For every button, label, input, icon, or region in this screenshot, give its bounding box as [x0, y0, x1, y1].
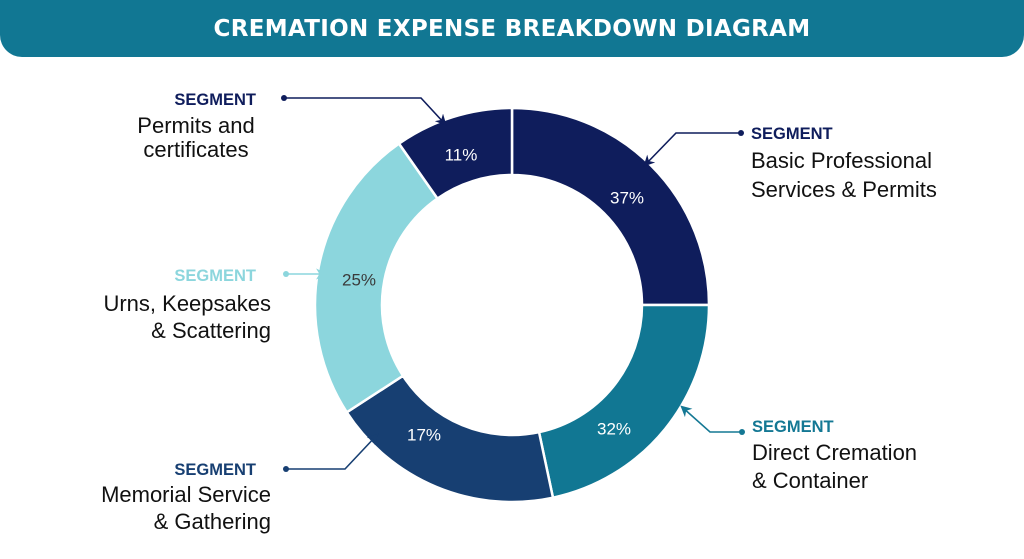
donut-slice	[510, 106, 711, 307]
callout-dot	[281, 95, 287, 101]
segment-name-label: Services & Permits	[751, 177, 937, 202]
segment-name-label: & Container	[752, 468, 868, 493]
slice-percent-label: 11%	[445, 145, 478, 164]
slice-percent-label: 37%	[610, 188, 644, 207]
segment-tag-label: SEGMENT	[752, 418, 834, 436]
slice-percent-label: 17%	[407, 425, 441, 444]
slice-percent-label: 32%	[597, 419, 631, 438]
page-title: CREMATION EXPENSE BREAKDOWN DIAGRAM	[213, 15, 811, 42]
segment-tag-label: SEGMENT	[751, 125, 833, 143]
donut-slice	[345, 374, 555, 504]
segment-name-label: Basic Professional	[751, 148, 932, 173]
segment-tag-label: SEGMENT	[174, 91, 256, 109]
donut-slice	[313, 141, 440, 415]
segment-name-label: Urns, Keepsakes	[103, 291, 271, 316]
donut-slice	[537, 303, 711, 500]
callout-connector	[680, 405, 742, 433]
donut-slice	[397, 106, 514, 201]
segment-name-label: Permits and	[137, 113, 254, 138]
segment-name-label: & Scattering	[151, 318, 271, 343]
callout-dot	[739, 429, 745, 435]
callout-connector	[643, 132, 741, 167]
header-banner: CREMATION EXPENSE BREAKDOWN DIAGRAM	[0, 0, 1024, 57]
callout-connector	[284, 97, 447, 126]
segment-name-label: & Gathering	[154, 509, 271, 534]
segment-name-label: Direct Cremation	[752, 440, 917, 465]
slice-percent-label: 25%	[342, 270, 376, 289]
segment-tag-label: SEGMENT	[174, 267, 256, 285]
callout-dot	[738, 130, 744, 136]
callout-dot	[283, 466, 289, 472]
segment-name-label: certificates	[143, 137, 248, 162]
callout-connector	[286, 433, 379, 470]
callout-dot	[283, 271, 289, 277]
segment-name-label: Memorial Service	[101, 482, 271, 507]
segment-tag-label: SEGMENT	[174, 461, 256, 479]
